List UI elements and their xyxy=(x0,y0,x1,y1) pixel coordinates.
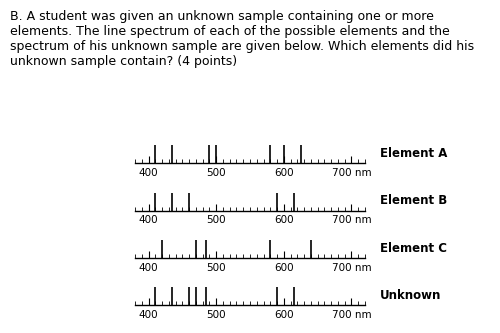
Text: Element B: Element B xyxy=(380,194,448,207)
Text: Element C: Element C xyxy=(380,241,447,254)
Text: B. A student was given an unknown sample containing one or more
elements. The li: B. A student was given an unknown sample… xyxy=(10,10,474,68)
Text: Unknown: Unknown xyxy=(380,289,442,302)
Text: Element A: Element A xyxy=(380,147,448,160)
